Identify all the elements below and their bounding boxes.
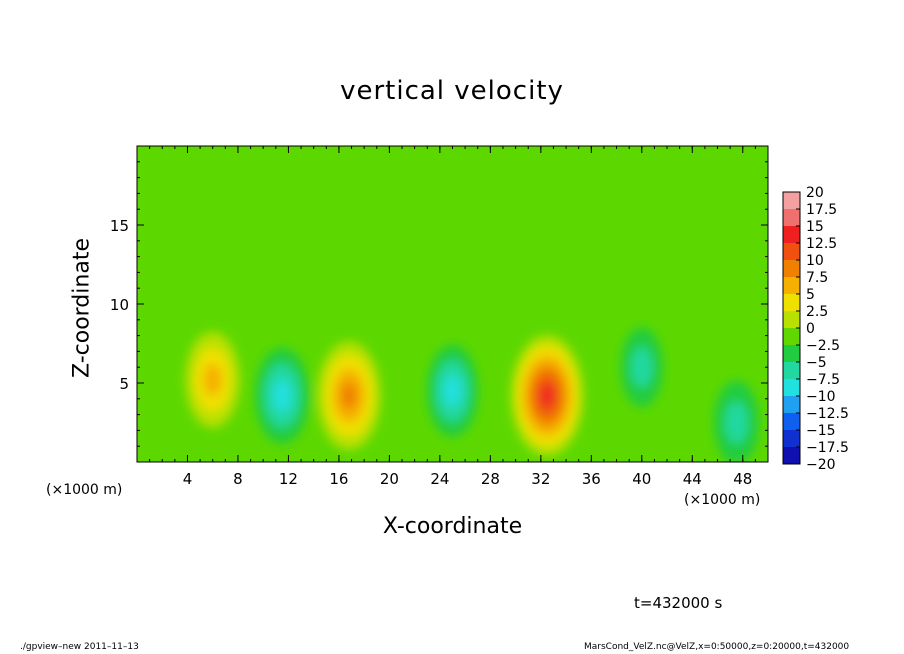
colorbar-segment [783,328,800,346]
colorbar-segment [783,379,800,397]
colorbar-label: 12.5 [806,236,837,252]
y-tick-label: 10 [110,296,129,314]
colorbar-segment [783,447,800,465]
colorbar-label: −2.5 [806,338,840,354]
colorbar-segment [783,209,800,227]
colorbar-label: 2.5 [806,304,828,320]
x-tick-label: 44 [683,470,702,488]
colorbar-segment [783,192,800,210]
colorbar-label: 5 [806,287,815,303]
colorbar-segment [783,345,800,363]
colorbar-label: 7.5 [806,270,828,286]
velocity-cell [203,363,222,396]
colorbar-segment [783,277,800,295]
colorbar-segment [783,294,800,312]
x-tick-label: 36 [582,470,601,488]
x-tick-label: 20 [380,470,399,488]
velocity-cell [725,401,748,444]
colorbar-label: −15 [806,423,836,439]
colorbar-segment [783,243,800,261]
x-tick-label: 8 [233,470,243,488]
x-unit-label-left: (×1000 m) [46,482,123,498]
colorbar-segment [783,396,800,414]
colorbar-segment [783,362,800,380]
velocity-field [185,327,760,462]
velocity-cell [541,385,554,406]
colorbar-label: 0 [806,321,815,337]
colorbar-label: 10 [806,253,824,269]
x-tick-label: 12 [279,470,298,488]
x-tick-label: 28 [481,470,500,488]
x-tick-label: 24 [430,470,449,488]
x-tick-label: 48 [733,470,752,488]
colorbar-label: 17.5 [806,202,837,218]
x-axis-label: X-coordinate [382,514,523,539]
velocity-cell [631,347,653,388]
chart-title: vertical velocity [340,76,564,106]
footer-data-source: MarsCond_VelZ.nc@VelZ,x=0:50000,z=0:2000… [584,642,850,652]
velocity-cell [273,379,292,412]
colorbar-segment [783,260,800,278]
colorbar-label: 20 [806,185,824,201]
x-tick-label: 16 [329,470,348,488]
velocity-cell [341,382,357,410]
x-tick-label: 32 [531,470,550,488]
colorbar-label: −10 [806,389,836,405]
x-tick-label: 40 [632,470,651,488]
colorbar-segment [783,311,800,329]
y-tick-label: 5 [119,375,129,393]
x-unit-label-right: (×1000 m) [684,492,761,508]
footer-program-date: ./gpview–new 2011–11–13 [20,642,139,652]
y-tick-label: 15 [110,217,129,235]
colorbar-segment [783,226,800,244]
colorbar-segment [783,413,800,431]
colorbar-label: −12.5 [806,406,849,422]
time-label: t=432000 s [634,594,723,612]
colorbar: 2017.51512.5107.552.50−2.5−5−7.5−10−12.5… [782,185,849,473]
x-tick-label: 4 [183,470,193,488]
colorbar-label: −5 [806,355,827,371]
colorbar-label: 15 [806,219,824,235]
colorbar-label: −7.5 [806,372,840,388]
colorbar-label: −20 [806,457,836,473]
velocity-cell [443,375,462,407]
colorbar-label: −17.5 [806,440,849,456]
colorbar-segment [783,430,800,448]
